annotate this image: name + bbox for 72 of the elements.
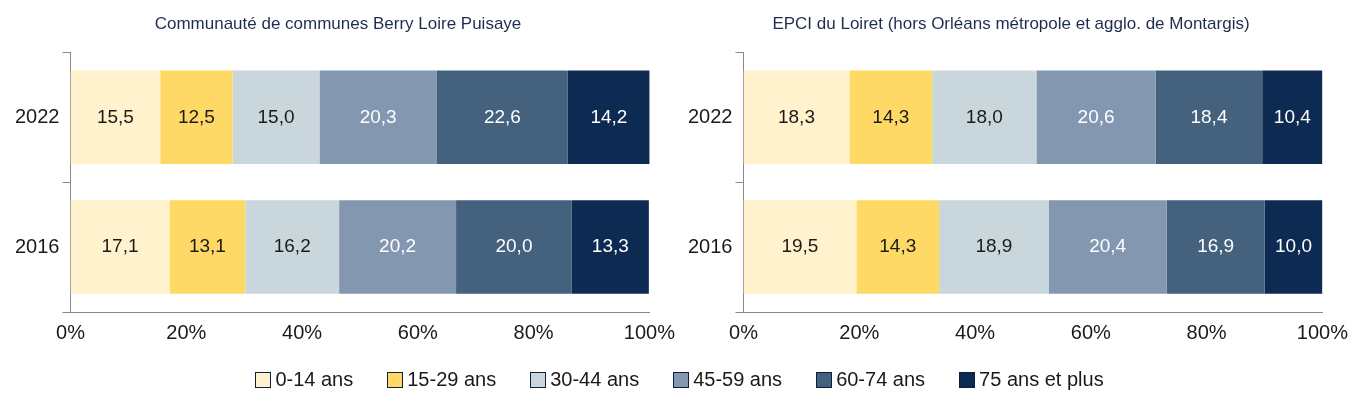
chart-title: Communauté de communes Berry Loire Puisaye xyxy=(154,13,522,33)
data-label: 20,0 xyxy=(495,235,533,257)
bar xyxy=(932,70,1037,165)
data-label: 13,3 xyxy=(591,235,629,257)
bar xyxy=(939,200,1049,294)
data-label: 13,1 xyxy=(188,235,226,257)
bar xyxy=(70,200,170,294)
data-label: 12,5 xyxy=(177,105,215,127)
x-tick-label: 80% xyxy=(513,320,554,343)
legend-label: 60-74 ans xyxy=(836,368,926,391)
y-tick-label: 2022 xyxy=(14,104,60,127)
data-label: 19,5 xyxy=(781,235,819,257)
bar xyxy=(743,70,850,165)
data-label: 10,0 xyxy=(1274,235,1312,257)
data-label: 18,9 xyxy=(975,235,1013,257)
bar xyxy=(245,200,340,294)
bar xyxy=(849,70,933,165)
legend-label: 30-44 ans xyxy=(550,368,640,391)
chart-title: EPCI du Loiret (hors Orléans métropole et agglo. de Montargis) xyxy=(772,13,1250,33)
bar xyxy=(339,200,457,294)
bar xyxy=(160,70,233,165)
x-tick-label: 0% xyxy=(56,320,86,343)
bar xyxy=(1048,200,1167,294)
data-label: 18,4 xyxy=(1190,105,1228,127)
x-tick-label: 40% xyxy=(282,320,323,343)
legend-label: 45-59 ans xyxy=(693,368,783,391)
data-label: 10,4 xyxy=(1273,105,1312,127)
bar xyxy=(743,200,857,294)
x-tick-label: 20% xyxy=(839,320,880,343)
bar xyxy=(232,70,320,165)
x-tick-label: 40% xyxy=(955,320,996,343)
bar xyxy=(1166,200,1265,294)
data-label: 15,0 xyxy=(257,105,295,127)
bar xyxy=(571,200,649,294)
data-label: 20,2 xyxy=(379,235,417,257)
legend-label: 0-14 ans xyxy=(275,368,354,391)
x-tick-label: 0% xyxy=(729,320,759,343)
data-label: 15,5 xyxy=(96,105,134,127)
bar xyxy=(169,200,246,294)
data-label: 16,2 xyxy=(273,235,311,257)
bar xyxy=(567,70,650,165)
legend-label: 15-29 ans xyxy=(407,368,497,391)
y-tick-label: 2016 xyxy=(687,234,733,257)
x-tick-label: 100% xyxy=(623,320,676,343)
bar xyxy=(1155,70,1263,165)
bar xyxy=(456,200,572,294)
data-label: 22,6 xyxy=(483,105,521,127)
y-tick-label: 2022 xyxy=(687,104,733,127)
x-tick-label: 60% xyxy=(397,320,439,343)
x-tick-label: 100% xyxy=(1296,320,1349,343)
bar xyxy=(1262,70,1323,165)
data-label: 17,1 xyxy=(101,235,139,257)
data-label: 18,3 xyxy=(777,105,815,127)
data-label: 14,3 xyxy=(872,105,910,127)
bar xyxy=(70,70,161,165)
x-tick-label: 60% xyxy=(1070,320,1112,343)
data-label: 14,2 xyxy=(590,105,628,127)
x-tick-label: 20% xyxy=(166,320,207,343)
legend-label: 75 ans et plus xyxy=(979,368,1104,391)
bar xyxy=(856,200,940,294)
data-label: 16,9 xyxy=(1197,235,1235,257)
data-label: 14,3 xyxy=(879,235,917,257)
x-tick-label: 80% xyxy=(1186,320,1227,343)
bar xyxy=(1264,200,1323,294)
bar xyxy=(319,70,437,165)
data-label: 20,3 xyxy=(359,105,397,127)
y-tick-label: 2016 xyxy=(14,234,60,257)
data-label: 20,6 xyxy=(1077,105,1115,127)
data-label: 20,4 xyxy=(1089,235,1127,257)
bar xyxy=(1036,70,1156,165)
data-label: 18,0 xyxy=(965,105,1003,127)
bar xyxy=(436,70,568,165)
